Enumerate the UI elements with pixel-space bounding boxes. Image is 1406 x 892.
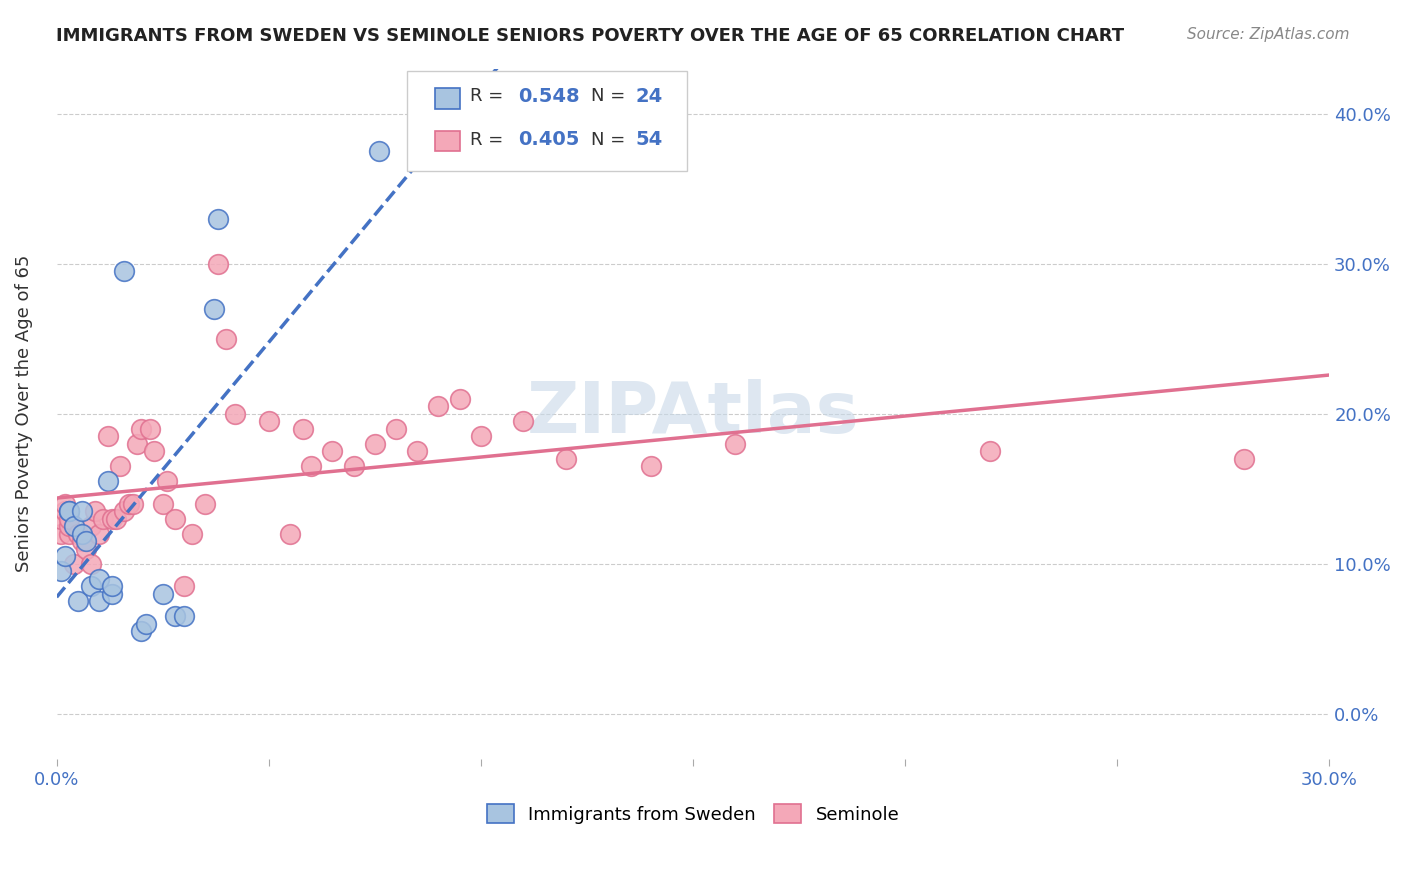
Text: R =: R =	[470, 87, 509, 105]
Point	[427, 399, 450, 413]
Point	[58, 504, 80, 518]
Point	[385, 422, 408, 436]
Point	[70, 526, 93, 541]
Point	[122, 497, 145, 511]
Point	[127, 437, 149, 451]
Point	[58, 519, 80, 533]
Point	[100, 512, 122, 526]
Bar	[434, 87, 460, 109]
Point	[49, 565, 72, 579]
Point	[49, 512, 72, 526]
Text: Source: ZipAtlas.com: Source: ZipAtlas.com	[1187, 27, 1350, 42]
Point	[554, 451, 576, 466]
Point	[96, 429, 118, 443]
Point	[83, 504, 105, 518]
Legend: Immigrants from Sweden, Seminole: Immigrants from Sweden, Seminole	[478, 796, 908, 833]
Point	[368, 144, 391, 158]
Point	[724, 437, 747, 451]
Point	[75, 534, 97, 549]
Point	[470, 429, 492, 443]
Text: 0.548: 0.548	[519, 87, 581, 105]
Point	[152, 497, 174, 511]
Point	[100, 587, 122, 601]
Point	[135, 616, 157, 631]
Point	[62, 557, 84, 571]
Point	[75, 541, 97, 556]
Point	[215, 332, 238, 346]
Point	[58, 504, 80, 518]
Point	[58, 526, 80, 541]
Point	[257, 414, 280, 428]
Point	[165, 609, 187, 624]
Y-axis label: Seniors Poverty Over the Age of 65: Seniors Poverty Over the Age of 65	[15, 255, 32, 573]
Point	[79, 579, 101, 593]
Point	[114, 504, 136, 518]
Point	[291, 422, 314, 436]
Point	[62, 519, 84, 533]
Point	[87, 526, 110, 541]
Point	[79, 519, 101, 533]
Point	[979, 444, 1001, 458]
Text: N =: N =	[591, 130, 631, 149]
Point	[53, 497, 76, 511]
Text: R =: R =	[470, 130, 509, 149]
Point	[66, 594, 89, 608]
Point	[70, 504, 93, 518]
Point	[152, 587, 174, 601]
Point	[70, 534, 93, 549]
Text: ZIPAtlas: ZIPAtlas	[527, 379, 859, 449]
Text: N =: N =	[591, 87, 631, 105]
Text: 0.405: 0.405	[519, 130, 579, 149]
Point	[449, 392, 471, 406]
Point	[114, 264, 136, 278]
Point	[181, 526, 204, 541]
Point	[156, 475, 179, 489]
Point	[173, 609, 195, 624]
Point	[321, 444, 343, 458]
Point	[96, 475, 118, 489]
Point	[79, 557, 101, 571]
Point	[224, 407, 246, 421]
Point	[342, 459, 364, 474]
Point	[364, 437, 387, 451]
Point	[53, 549, 76, 564]
Point	[105, 512, 128, 526]
Point	[278, 526, 301, 541]
Point	[131, 422, 153, 436]
Text: 54: 54	[636, 130, 662, 149]
Point	[512, 414, 534, 428]
Point	[87, 572, 110, 586]
Point	[202, 301, 225, 316]
Point	[53, 504, 76, 518]
Point	[87, 594, 110, 608]
Point	[165, 512, 187, 526]
FancyBboxPatch shape	[406, 70, 686, 170]
Point	[406, 444, 429, 458]
Point	[118, 497, 141, 511]
Point	[49, 526, 72, 541]
Point	[110, 459, 132, 474]
Point	[58, 512, 80, 526]
Point	[131, 624, 153, 639]
Point	[640, 459, 662, 474]
Text: 24: 24	[636, 87, 662, 105]
Text: IMMIGRANTS FROM SWEDEN VS SEMINOLE SENIORS POVERTY OVER THE AGE OF 65 CORRELATIO: IMMIGRANTS FROM SWEDEN VS SEMINOLE SENIO…	[56, 27, 1125, 45]
Point	[143, 444, 166, 458]
Point	[1233, 451, 1256, 466]
Bar	[434, 130, 460, 152]
Point	[91, 512, 114, 526]
Point	[299, 459, 322, 474]
Point	[66, 526, 89, 541]
Point	[207, 257, 229, 271]
Point	[207, 211, 229, 226]
Point	[173, 579, 195, 593]
Point	[194, 497, 217, 511]
Point	[100, 579, 122, 593]
Point	[139, 422, 162, 436]
